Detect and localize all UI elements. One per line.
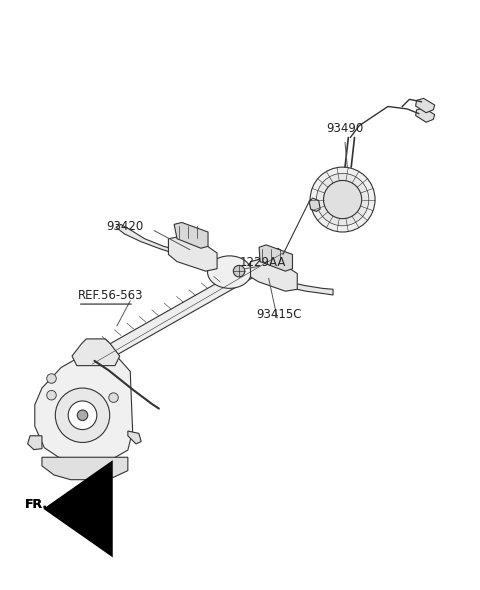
Polygon shape <box>259 245 292 271</box>
Ellipse shape <box>207 256 252 289</box>
Text: FR.: FR. <box>25 498 48 511</box>
Polygon shape <box>251 259 297 291</box>
Polygon shape <box>263 276 333 295</box>
Polygon shape <box>416 108 435 122</box>
Polygon shape <box>416 99 435 113</box>
Polygon shape <box>35 353 132 462</box>
Polygon shape <box>42 457 128 480</box>
Polygon shape <box>174 222 208 248</box>
Circle shape <box>47 391 56 400</box>
Circle shape <box>68 401 97 430</box>
Polygon shape <box>128 431 141 444</box>
Text: 1229AA: 1229AA <box>240 255 287 269</box>
Text: REF.56-563: REF.56-563 <box>78 289 143 302</box>
Circle shape <box>109 393 118 402</box>
Circle shape <box>316 173 369 226</box>
Polygon shape <box>28 436 42 450</box>
Text: 93490: 93490 <box>326 122 363 135</box>
Polygon shape <box>83 248 288 369</box>
Text: FR.: FR. <box>25 498 48 511</box>
Circle shape <box>324 181 362 219</box>
Polygon shape <box>72 339 120 366</box>
Circle shape <box>233 266 245 277</box>
Circle shape <box>77 410 88 421</box>
Polygon shape <box>116 224 199 263</box>
Polygon shape <box>168 237 217 271</box>
Circle shape <box>55 388 110 442</box>
Polygon shape <box>309 198 320 211</box>
Text: 93420: 93420 <box>107 220 144 233</box>
Text: 93415C: 93415C <box>257 308 302 321</box>
Circle shape <box>310 167 375 232</box>
Circle shape <box>47 373 56 384</box>
